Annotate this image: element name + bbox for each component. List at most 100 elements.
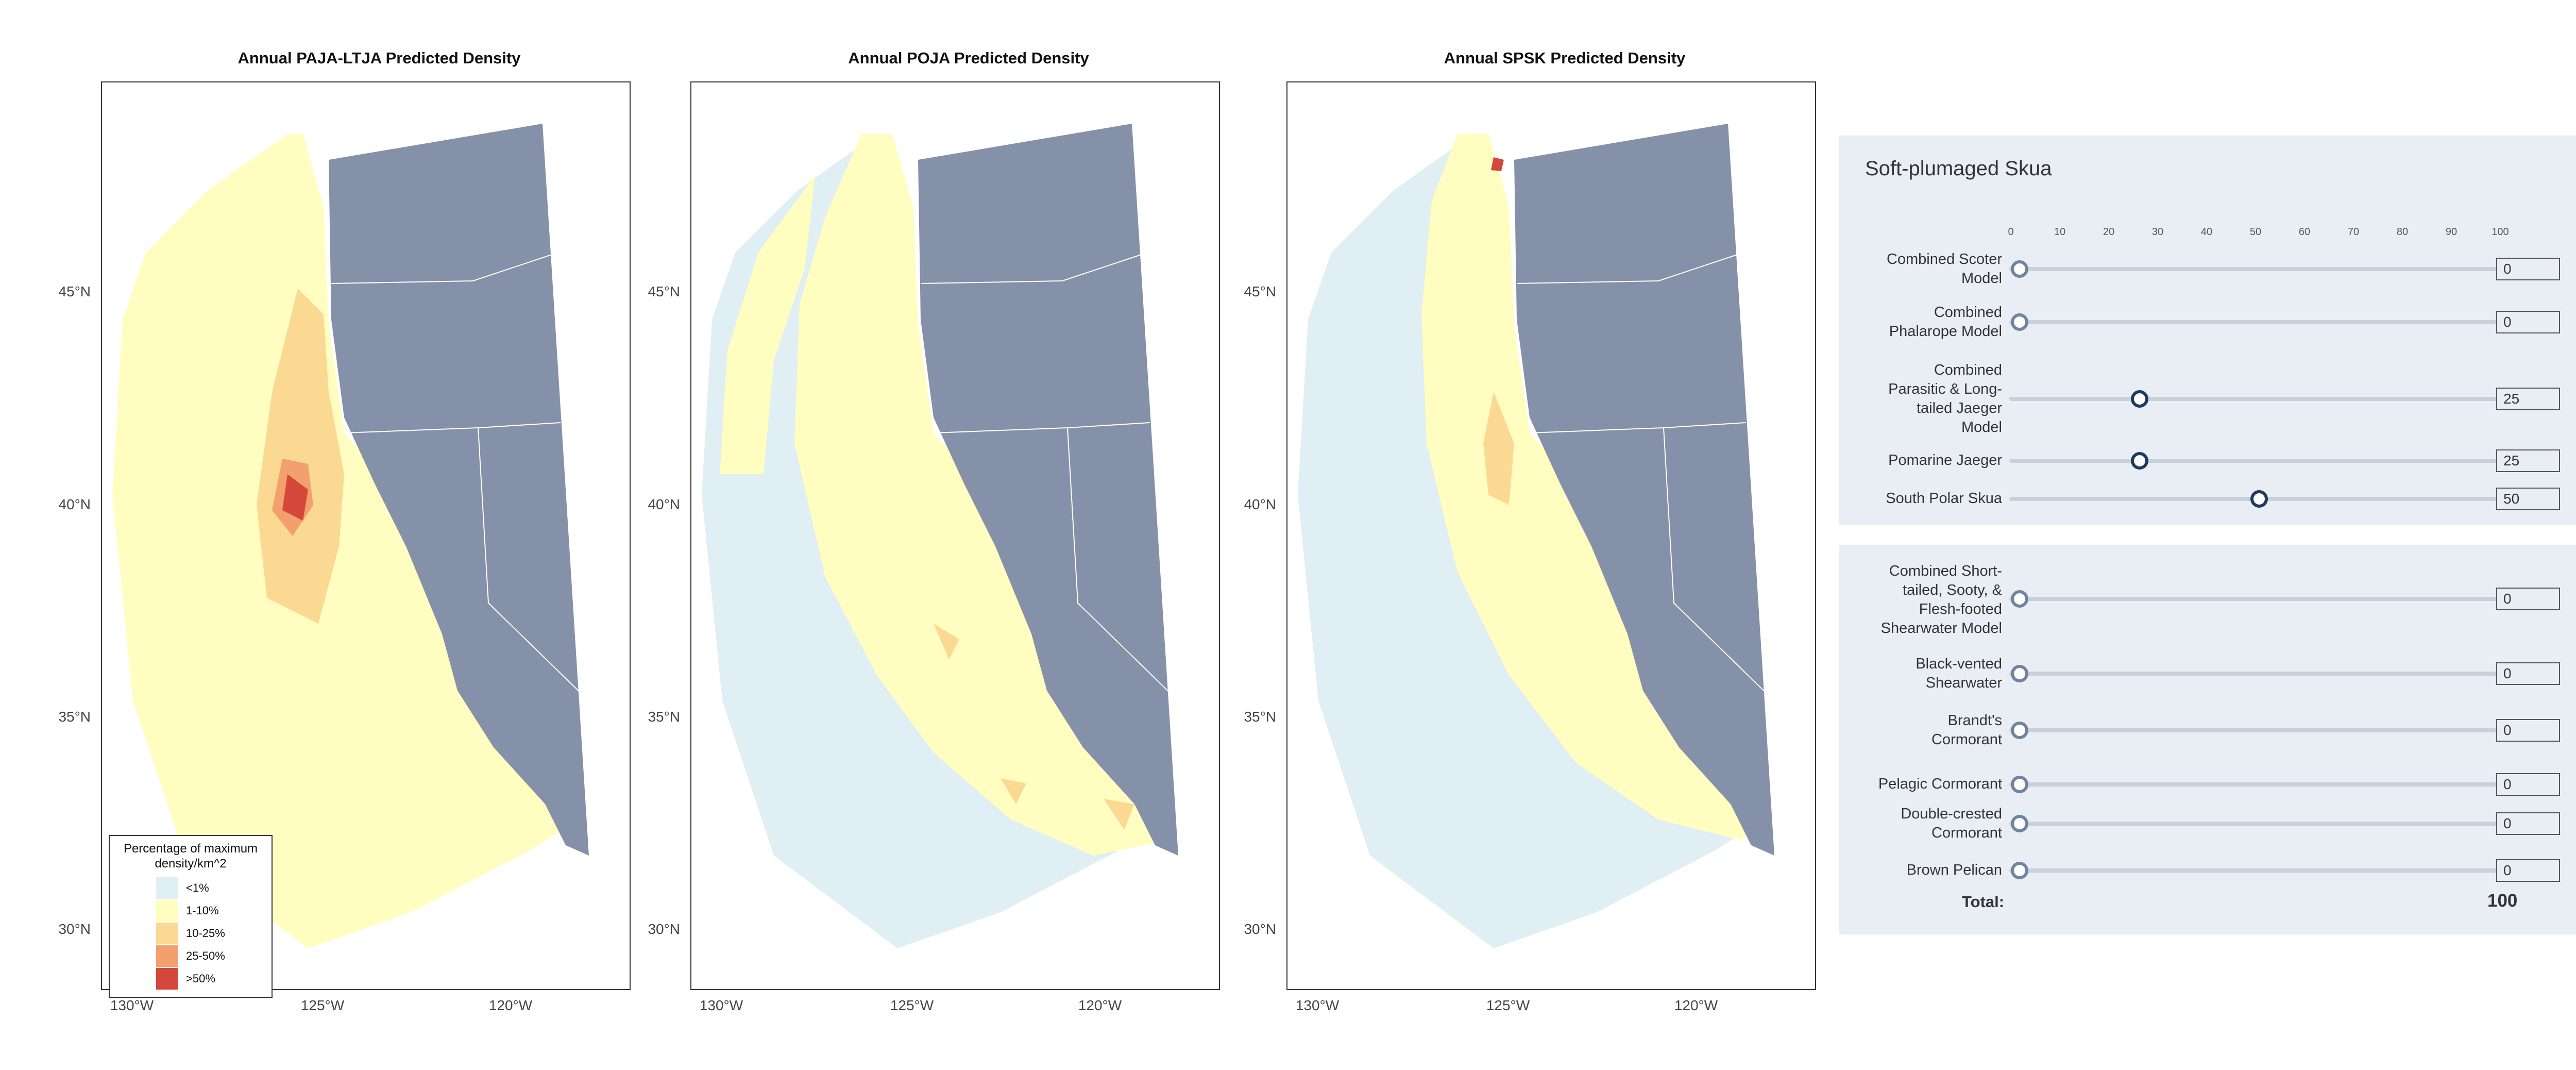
slider-value-input[interactable]: 0 [2496, 812, 2560, 835]
slider-value-input[interactable]: 0 [2496, 588, 2560, 610]
land-area [918, 124, 1178, 856]
legend-item: 10-25% [156, 923, 269, 944]
scale-tick: 80 [2396, 226, 2409, 238]
lon-label: 130°W [110, 997, 154, 1013]
scale-tick: 70 [2347, 226, 2360, 238]
slider-handle[interactable] [2130, 390, 2148, 408]
slider-label: Pomarine Jaeger [1848, 451, 2002, 470]
density-patch-mid [934, 624, 1134, 830]
slider-track[interactable] [2009, 672, 2499, 676]
lon-label: 120°W [1674, 997, 1718, 1013]
slider-track[interactable] [2009, 868, 2499, 873]
slider-handle[interactable] [2011, 313, 2028, 331]
slider-label: Black-vented Shearwater [1848, 655, 2002, 693]
slider-handle[interactable] [2250, 490, 2268, 508]
density-map [1298, 124, 1775, 948]
density-patch-max [282, 474, 308, 521]
slider-label-line: Model [1961, 270, 2002, 287]
slider-label-line: tailed Jaeger [1916, 400, 2002, 416]
slider-handle[interactable] [2011, 722, 2028, 739]
slider-handle[interactable] [2011, 590, 2028, 608]
slider-label-line: Shearwater [1925, 675, 2002, 691]
slider-scale: 0 10 20 30 40 50 60 70 80 90 100 [2008, 226, 2509, 242]
slider-track[interactable] [2009, 459, 2499, 463]
slider-track[interactable] [2009, 822, 2499, 826]
map-title: Annual SPSK Predicted Density [1444, 49, 1686, 67]
slider-handle[interactable] [2011, 665, 2028, 682]
slider-track[interactable] [2009, 397, 2499, 401]
scale-tick: 30 [2151, 226, 2164, 238]
slider-track[interactable] [2009, 320, 2499, 324]
slider-label-line: Combined Scoter [1886, 251, 2002, 268]
map-legend: Percentage of maximum density/km^2 <1% 1… [109, 835, 273, 998]
slider-handle[interactable] [2011, 776, 2028, 793]
scale-tick: 90 [2445, 226, 2458, 238]
lat-label: 35°N [648, 709, 680, 725]
slider-label-line: Flesh-footed [1919, 601, 2002, 617]
slider-label-line: Pelagic Cormorant [1878, 776, 2002, 792]
slider-value-input[interactable]: 0 [2496, 719, 2560, 742]
legend-item: <1% [156, 877, 269, 899]
legend-swatch [156, 923, 178, 944]
legend-label: <1% [186, 881, 209, 894]
density-patch-high [1491, 157, 1504, 171]
legend-swatch [156, 877, 178, 899]
lat-label: 30°N [1244, 921, 1276, 937]
slider-label-line: Phalarope Model [1889, 323, 2002, 340]
slider-track[interactable] [2009, 597, 2499, 601]
density-band-low [1421, 134, 1772, 840]
legend-label: 10-25% [186, 927, 225, 940]
slider-label-line: Pomarine Jaeger [1888, 452, 2002, 469]
lat-label: 30°N [58, 921, 91, 937]
scale-tick: 100 [2492, 226, 2509, 238]
slider-value-input[interactable]: 0 [2496, 662, 2560, 685]
slider-track[interactable] [2009, 267, 2499, 271]
slider-value-input[interactable]: 0 [2496, 859, 2560, 882]
map-frame [1286, 81, 1816, 990]
slider-panel-skua: Soft-plumaged Skua 0 10 20 30 40 50 60 7… [1839, 136, 2576, 525]
slider-handle[interactable] [2130, 452, 2148, 470]
slider-label: Pelagic Cormorant [1848, 775, 2002, 794]
state-borders [331, 252, 589, 701]
lon-label: 130°W [699, 997, 743, 1013]
slider-label: Brandt's Cormorant [1848, 711, 2002, 749]
map-panel-spsk: Annual SPSK Predicted Density 45°N 40°N … [1244, 49, 1843, 1033]
slider-handle[interactable] [2011, 862, 2028, 879]
slider-value-input[interactable]: 25 [2496, 449, 2560, 472]
slider-value-input[interactable]: 0 [2496, 773, 2560, 796]
slider-label-line: South Polar Skua [1886, 490, 2002, 507]
slider-track[interactable] [2009, 782, 2499, 787]
total-label: Total: [1962, 893, 2005, 911]
lat-label: 40°N [1244, 496, 1276, 512]
slider-label: Combined Parasitic & Long- tailed Jaeger… [1848, 361, 2002, 437]
slider-label-line: Combined [1934, 304, 2002, 321]
map-title: Annual PAJA-LTJA Predicted Density [238, 49, 521, 67]
density-map [112, 124, 589, 948]
lon-label: 120°W [1078, 997, 1122, 1013]
legend-title-line: Percentage of maximum [123, 842, 258, 856]
slider-label: Brown Pelican [1848, 861, 2002, 880]
outer-survey-area [112, 134, 586, 948]
slider-value-input[interactable]: 25 [2496, 388, 2560, 410]
slider-value-input[interactable]: 50 [2496, 488, 2560, 510]
legend-swatch [156, 945, 178, 967]
slider-label-line: Brandt's [1947, 712, 2002, 729]
legend-title: Percentage of maximum density/km^2 [110, 841, 272, 871]
scale-tick: 10 [2054, 226, 2066, 238]
slider-value-input[interactable]: 0 [2496, 258, 2560, 280]
total-value: 100 [2487, 891, 2518, 911]
lon-label: 125°W [890, 997, 934, 1013]
slider-handle[interactable] [2011, 815, 2028, 832]
legend-item: 1-10% [156, 900, 269, 922]
lon-label: 120°W [488, 997, 533, 1013]
legend-item: 25-50% [156, 945, 269, 967]
slider-value-input[interactable]: 0 [2496, 311, 2560, 333]
scale-tick: 60 [2298, 226, 2311, 238]
slider-handle[interactable] [2011, 260, 2028, 278]
scale-tick: 0 [2008, 226, 2014, 238]
lon-label: 125°W [1486, 997, 1530, 1013]
lat-label: 45°N [1244, 283, 1276, 299]
slider-track[interactable] [2009, 728, 2499, 732]
map-title: Annual POJA Predicted Density [848, 49, 1089, 67]
slider-label: Combined Phalarope Model [1848, 303, 2002, 341]
